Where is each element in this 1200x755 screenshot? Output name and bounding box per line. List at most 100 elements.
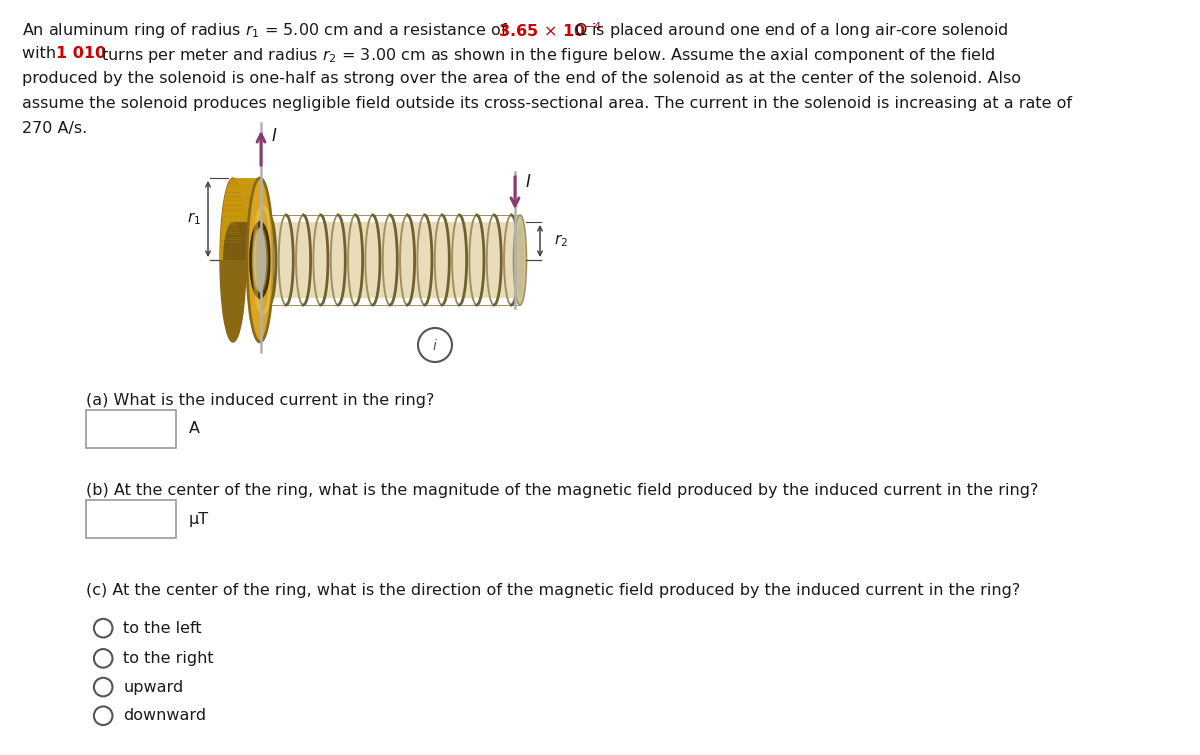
Circle shape — [418, 328, 452, 362]
Text: with: with — [22, 46, 61, 61]
Text: downward: downward — [124, 708, 206, 723]
Text: (a) What is the induced current in the ring?: (a) What is the induced current in the r… — [86, 393, 434, 408]
Polygon shape — [220, 240, 247, 247]
Polygon shape — [238, 183, 265, 186]
Polygon shape — [224, 242, 251, 245]
Polygon shape — [235, 223, 264, 224]
Polygon shape — [227, 229, 254, 230]
Polygon shape — [242, 251, 270, 254]
Polygon shape — [246, 240, 272, 247]
Polygon shape — [241, 237, 269, 239]
Polygon shape — [227, 227, 256, 229]
Polygon shape — [234, 179, 263, 180]
Circle shape — [94, 707, 113, 725]
Polygon shape — [226, 189, 253, 193]
Polygon shape — [240, 193, 269, 196]
Polygon shape — [242, 201, 270, 205]
Polygon shape — [222, 216, 250, 222]
Polygon shape — [245, 222, 272, 228]
Text: upward: upward — [124, 680, 184, 695]
Polygon shape — [220, 247, 247, 254]
Circle shape — [94, 619, 113, 637]
Polygon shape — [236, 181, 265, 183]
Polygon shape — [235, 180, 264, 181]
Ellipse shape — [514, 215, 527, 305]
Ellipse shape — [220, 178, 246, 342]
Polygon shape — [223, 248, 251, 251]
Text: 3.65 $\times$ 10$^{-4}$: 3.65 $\times$ 10$^{-4}$ — [498, 21, 602, 40]
Polygon shape — [224, 237, 252, 239]
Polygon shape — [221, 222, 248, 228]
Polygon shape — [226, 233, 253, 235]
Polygon shape — [229, 180, 257, 181]
Polygon shape — [238, 226, 265, 227]
Polygon shape — [242, 205, 270, 211]
Text: turns per meter and radius $r_2$ = 3.00 cm as shown in the figure below. Assume : turns per meter and radius $r_2$ = 3.00 … — [96, 46, 996, 65]
Text: μT: μT — [188, 512, 209, 527]
Polygon shape — [223, 205, 251, 211]
Polygon shape — [244, 211, 271, 216]
Polygon shape — [245, 234, 272, 240]
Polygon shape — [228, 183, 256, 186]
Polygon shape — [227, 186, 254, 189]
Polygon shape — [246, 254, 274, 260]
Polygon shape — [220, 254, 247, 260]
Ellipse shape — [253, 228, 266, 292]
Ellipse shape — [516, 222, 524, 298]
Polygon shape — [223, 257, 250, 260]
Ellipse shape — [250, 222, 270, 298]
Polygon shape — [223, 245, 251, 248]
Polygon shape — [224, 196, 252, 201]
Polygon shape — [236, 224, 264, 226]
Text: (b) At the center of the ring, what is the magnitude of the magnetic field produ: (b) At the center of the ring, what is t… — [86, 483, 1039, 498]
Polygon shape — [240, 235, 268, 237]
Polygon shape — [239, 230, 266, 233]
Text: 1 010: 1 010 — [56, 46, 107, 61]
Text: (c) At the center of the ring, what is the direction of the magnetic field produ: (c) At the center of the ring, what is t… — [86, 583, 1021, 598]
Polygon shape — [242, 245, 270, 248]
Polygon shape — [226, 230, 253, 233]
Polygon shape — [242, 242, 269, 245]
Polygon shape — [224, 239, 252, 242]
Text: 270 A/s.: 270 A/s. — [22, 121, 86, 136]
Polygon shape — [223, 201, 251, 205]
Bar — [86, 501, 176, 538]
Text: produced by the solenoid is one-half as strong over the area of the end of the s: produced by the solenoid is one-half as … — [22, 71, 1020, 86]
Polygon shape — [241, 239, 269, 242]
Polygon shape — [230, 179, 258, 180]
Polygon shape — [245, 228, 272, 234]
Polygon shape — [242, 257, 270, 260]
Text: $r_2$: $r_2$ — [554, 233, 568, 249]
Polygon shape — [240, 233, 268, 235]
Polygon shape — [229, 224, 257, 226]
Ellipse shape — [247, 178, 274, 342]
Text: $r_1$: $r_1$ — [187, 211, 200, 227]
Polygon shape — [228, 181, 257, 183]
Text: An aluminum ring of radius $r_1$ = 5.00 cm and a resistance of: An aluminum ring of radius $r_1$ = 5.00 … — [22, 21, 508, 40]
Bar — [86, 410, 176, 448]
Text: $I$: $I$ — [271, 127, 277, 145]
Polygon shape — [228, 226, 256, 227]
Bar — [260, 222, 520, 298]
Polygon shape — [223, 251, 251, 254]
Text: A: A — [188, 421, 199, 436]
Polygon shape — [229, 223, 257, 224]
Text: to the left: to the left — [124, 621, 202, 636]
Polygon shape — [240, 189, 268, 193]
Text: $\Omega$ is placed around one end of a long air-core solenoid: $\Omega$ is placed around one end of a l… — [569, 21, 1008, 40]
Polygon shape — [221, 228, 248, 234]
Text: $I$: $I$ — [526, 173, 532, 191]
Polygon shape — [221, 234, 247, 240]
Polygon shape — [239, 229, 266, 230]
Text: assume the solenoid produces negligible field outside its cross-sectional area. : assume the solenoid produces negligible … — [22, 96, 1072, 111]
Polygon shape — [244, 216, 271, 222]
Polygon shape — [238, 227, 265, 229]
Text: to the right: to the right — [124, 651, 214, 666]
Polygon shape — [242, 248, 270, 251]
Circle shape — [94, 649, 113, 667]
Polygon shape — [241, 196, 269, 201]
Circle shape — [94, 678, 113, 696]
Text: $i$: $i$ — [432, 337, 438, 353]
Polygon shape — [222, 211, 250, 216]
Polygon shape — [239, 186, 266, 189]
